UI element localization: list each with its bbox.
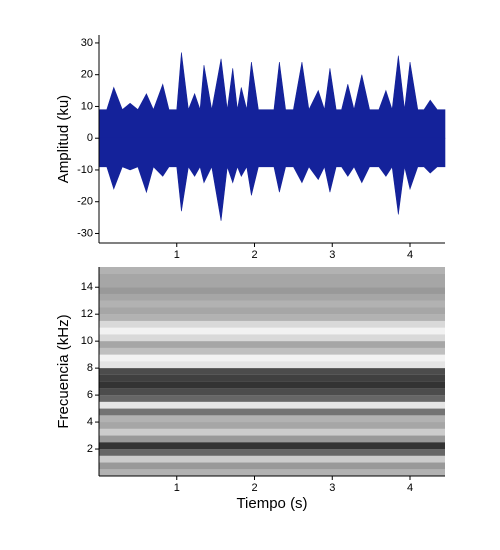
spectrogram-band bbox=[99, 314, 445, 321]
spectrogram-band bbox=[99, 287, 445, 294]
spectrogram-band bbox=[99, 395, 445, 402]
spectrogram-band bbox=[99, 320, 445, 328]
x-tick-label: 3 bbox=[329, 482, 335, 494]
y-tick-label: 8 bbox=[87, 362, 93, 374]
spectrogram-band bbox=[99, 273, 445, 281]
y-tick-label: 2 bbox=[87, 443, 93, 455]
spectrogram-band bbox=[99, 341, 445, 348]
spectrogram-band bbox=[99, 368, 445, 375]
spectrogram-band bbox=[99, 334, 445, 342]
spectrogram-band bbox=[99, 327, 445, 335]
spectrogram-band bbox=[99, 361, 445, 369]
spectrogram-band bbox=[99, 408, 445, 416]
x-tick-label: 1 bbox=[174, 482, 180, 494]
spectrogram-band bbox=[99, 347, 445, 355]
x-tick-label: 4 bbox=[407, 482, 413, 494]
y-tick-label: 20 bbox=[81, 69, 93, 81]
x-tick-label: 3 bbox=[329, 249, 335, 261]
x-tick-label: 4 bbox=[407, 249, 413, 261]
spectrogram-band bbox=[99, 267, 445, 274]
spectrogram-band bbox=[99, 469, 445, 476]
y-tick-label: -30 bbox=[77, 227, 93, 239]
x-tick-label: 2 bbox=[251, 249, 257, 261]
y-axis-label: Frecuencia (kHz) bbox=[55, 314, 72, 428]
y-axis-label: Amplitud (ku) bbox=[55, 95, 72, 183]
spectrogram-band bbox=[99, 428, 445, 436]
spectrogram-band bbox=[99, 307, 445, 315]
waveform bbox=[98, 52, 446, 139]
spectrogram-band bbox=[99, 374, 445, 382]
spectrogram-band bbox=[99, 449, 445, 456]
waveform bbox=[98, 137, 446, 221]
x-axis-label: Tiempo (s) bbox=[236, 495, 307, 512]
spectrogram-band bbox=[99, 422, 445, 429]
y-tick-label: 14 bbox=[81, 281, 93, 293]
y-tick-label: 10 bbox=[81, 100, 93, 112]
spectrogram-band bbox=[99, 435, 445, 443]
spectrogram-band bbox=[99, 381, 445, 389]
x-tick-label: 2 bbox=[251, 482, 257, 494]
x-tick-label: 1 bbox=[174, 249, 180, 261]
y-tick-label: 12 bbox=[81, 308, 93, 320]
spectrogram-band bbox=[99, 388, 445, 396]
y-tick-label: 4 bbox=[87, 416, 93, 428]
y-tick-label: -20 bbox=[77, 196, 93, 208]
spectrogram-band bbox=[99, 401, 445, 409]
spectrogram-band bbox=[99, 415, 445, 423]
spectrogram-band bbox=[99, 280, 445, 288]
spectrogram-band bbox=[99, 442, 445, 450]
y-tick-label: 10 bbox=[81, 335, 93, 347]
spectrogram-band bbox=[99, 293, 445, 301]
spectrogram-band bbox=[99, 354, 445, 362]
y-tick-label: 6 bbox=[87, 389, 93, 401]
spectrogram-band bbox=[99, 300, 445, 308]
y-tick-label: -10 bbox=[77, 164, 93, 176]
spectrogram-band bbox=[99, 462, 445, 470]
spectrogram-band bbox=[99, 455, 445, 463]
y-tick-label: 30 bbox=[81, 37, 93, 49]
y-tick-label: 0 bbox=[87, 132, 93, 144]
